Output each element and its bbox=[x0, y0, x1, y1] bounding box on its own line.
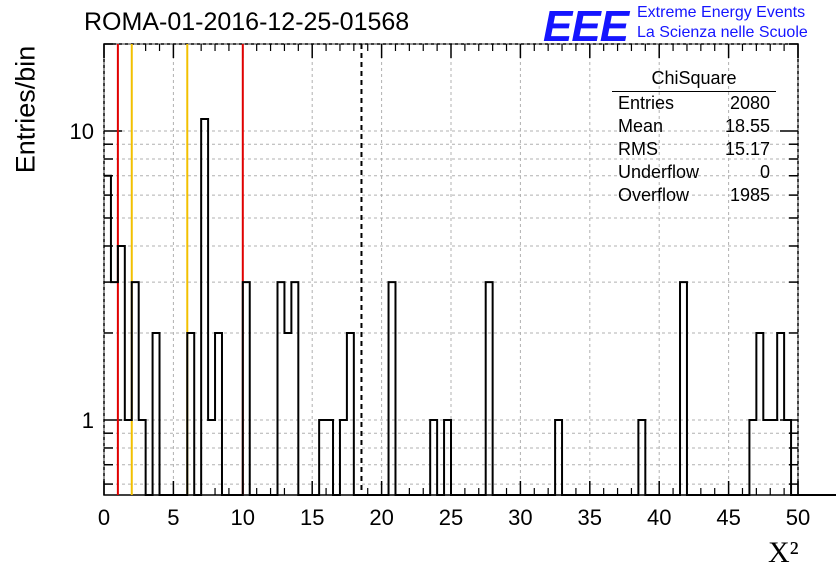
x-tick-label: 45 bbox=[716, 505, 740, 530]
x-tick-label: 10 bbox=[231, 505, 255, 530]
y-tick-label: 10 bbox=[70, 119, 94, 144]
stat-value: 18.55 bbox=[724, 116, 770, 136]
eee-logo: EEE bbox=[543, 2, 629, 51]
stat-value: 15.17 bbox=[724, 139, 770, 159]
stats-divider bbox=[612, 91, 776, 92]
x-tick-label: 0 bbox=[98, 505, 110, 530]
stat-label: Entries bbox=[618, 93, 675, 113]
vertical-markers bbox=[116, 44, 363, 495]
stat-value: 2080 bbox=[729, 93, 770, 113]
logo-line-2: La Scienza nelle Scuole bbox=[637, 24, 808, 41]
stat-row-overflow: Overflow 1985 bbox=[618, 185, 770, 206]
grid bbox=[103, 43, 799, 495]
x-tick-label: 50 bbox=[786, 505, 810, 530]
stat-label: Underflow bbox=[618, 162, 700, 182]
y-tick-labels: 1 10 bbox=[70, 119, 94, 433]
x-tick-label: 25 bbox=[439, 505, 463, 530]
x-tick-label: 30 bbox=[508, 505, 532, 530]
x-tick-label: 35 bbox=[578, 505, 602, 530]
stats-box-title: ChiSquare bbox=[651, 68, 737, 88]
x-tick-label: 20 bbox=[369, 505, 393, 530]
stat-row-underflow: Underflow 0 bbox=[618, 162, 770, 183]
x-axis-label-text: X² bbox=[768, 536, 799, 569]
stat-row-entries: Entries 2080 bbox=[618, 93, 770, 114]
logo-line-1: Extreme Energy Events bbox=[637, 4, 806, 21]
y-axis-label: Entries/bin bbox=[10, 45, 41, 174]
stat-label: RMS bbox=[618, 139, 658, 159]
histogram-series bbox=[104, 118, 836, 496]
stat-row-rms: RMS 15.17 bbox=[618, 139, 770, 160]
stat-label: Mean bbox=[618, 116, 664, 136]
stat-label: Overflow bbox=[618, 185, 690, 205]
stat-row-mean: Mean 18.55 bbox=[618, 116, 770, 137]
stat-value: 0 bbox=[759, 162, 770, 182]
y-tick-label: 1 bbox=[82, 408, 94, 433]
chart-title: ROMA-01-2016-12-25-01568 bbox=[84, 8, 410, 36]
x-axis-label: X² bbox=[768, 536, 799, 570]
x-tick-labels: 0 5 10 15 20 25 30 35 40 45 50 bbox=[98, 505, 810, 530]
stat-value: 1985 bbox=[729, 185, 770, 205]
x-tick-label: 40 bbox=[647, 505, 671, 530]
x-tick-label: 5 bbox=[167, 505, 179, 530]
x-tick-label: 15 bbox=[300, 505, 324, 530]
